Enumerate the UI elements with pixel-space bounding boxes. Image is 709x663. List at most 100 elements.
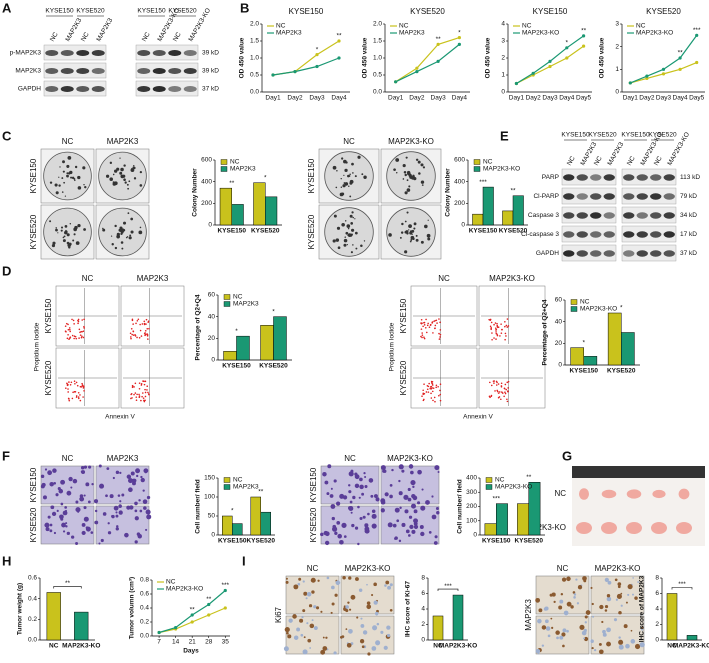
colony-dot: [411, 229, 415, 233]
y-tick-label: 1.5: [373, 38, 382, 45]
event-dot: [69, 337, 71, 339]
cell-dot: [411, 493, 416, 499]
event-dot: [494, 390, 496, 392]
significance: ***: [444, 583, 452, 590]
cell-dot: [41, 482, 46, 487]
cell-dot: [107, 531, 112, 535]
colony-dot: [333, 214, 337, 218]
point: [415, 66, 419, 70]
event-dot: [506, 398, 508, 401]
row-label: KYSE150: [399, 298, 408, 333]
cell-dot: [59, 514, 64, 520]
row-label: MAP2K3: [524, 599, 533, 631]
point: [223, 588, 227, 593]
panel-letter: G: [562, 448, 572, 463]
significance: **: [190, 607, 196, 614]
point: [582, 44, 586, 48]
event-dot: [496, 381, 498, 384]
event-dot: [506, 318, 509, 320]
event-dot: [504, 392, 507, 395]
stain-dot: [380, 630, 384, 634]
colony-dot: [354, 231, 358, 235]
event-dot: [140, 383, 143, 385]
stain-dot: [625, 601, 628, 604]
cell-dot: [398, 539, 402, 543]
x-tick-label: KYSE520: [499, 228, 528, 235]
event-dot: [501, 392, 504, 394]
colony-dot: [55, 228, 58, 232]
event-dot: [493, 382, 495, 384]
event-dot: [71, 318, 73, 321]
cell-dot: [434, 535, 438, 539]
x-tick-label: Day1: [509, 95, 525, 102]
cell-dot: [412, 485, 415, 489]
stain-dot: [566, 629, 569, 633]
cell-dot: [408, 464, 414, 469]
stain-dot: [590, 639, 594, 643]
blot-strip: [621, 187, 677, 205]
y-tick-label: 1.0: [250, 55, 259, 62]
colony-dot: [406, 179, 409, 182]
bar: [482, 186, 494, 226]
cell-dot: [396, 519, 400, 523]
event-dot: [136, 319, 139, 322]
event-dot: [65, 387, 67, 389]
stain-dot: [627, 584, 633, 590]
cell-dot: [119, 500, 122, 503]
cell-dot: [359, 484, 364, 490]
colony-dot: [67, 172, 71, 175]
event-dot: [494, 322, 497, 324]
y-axis-title: IHC score of MAP2K3: [639, 575, 646, 642]
legend-swatch: [220, 166, 228, 172]
bar: [232, 523, 243, 536]
cell-dot: [121, 493, 125, 497]
significance: *: [272, 308, 275, 315]
stain-dot: [598, 642, 602, 646]
cell-dot: [117, 494, 121, 497]
cell-dot: [380, 465, 386, 471]
image-cell: [320, 505, 380, 545]
blot-band: [137, 67, 151, 75]
x-tick-label: Day4: [673, 95, 689, 102]
event-dot: [82, 385, 85, 388]
x-tick-label: KYSE520: [259, 363, 288, 370]
stain-dot: [320, 649, 326, 655]
event-dot: [81, 382, 83, 385]
cell-dot: [358, 496, 361, 499]
colony-dot: [345, 231, 349, 235]
blot-band: [576, 212, 588, 219]
bar: [512, 195, 524, 226]
cell-dot: [115, 527, 119, 531]
y-tick-label: 1: [615, 66, 619, 73]
event-dot: [78, 337, 80, 339]
significance: ***: [693, 27, 701, 34]
row-label: KYSE520: [307, 214, 316, 249]
colony-dot: [354, 175, 357, 178]
colony-dot: [408, 224, 412, 229]
cell-dot: [411, 503, 417, 509]
column-label: MAP2K3-KO: [388, 137, 434, 146]
cell-line-label: KYSE150: [45, 8, 74, 15]
stain-dot: [297, 582, 301, 586]
point: [174, 626, 178, 630]
cell-dot: [130, 471, 135, 476]
cell-dot: [75, 542, 79, 546]
bar: [452, 594, 464, 641]
stain-dot: [560, 592, 564, 596]
event-dot: [143, 320, 146, 323]
stain-dot: [283, 646, 289, 652]
cell-dot: [404, 509, 409, 514]
colony-dot: [112, 173, 115, 176]
colony-dot: [340, 177, 342, 180]
event-dot: [432, 332, 434, 334]
colony-dot: [349, 173, 351, 176]
stain-dot: [292, 614, 297, 619]
stain-dot: [538, 608, 543, 613]
event-dot: [430, 392, 432, 395]
blot-band: [603, 193, 615, 200]
cell-dot: [91, 483, 94, 486]
event-dot: [490, 327, 493, 329]
event-dot: [75, 396, 78, 398]
cell-dot: [57, 486, 61, 491]
event-dot: [439, 321, 441, 324]
